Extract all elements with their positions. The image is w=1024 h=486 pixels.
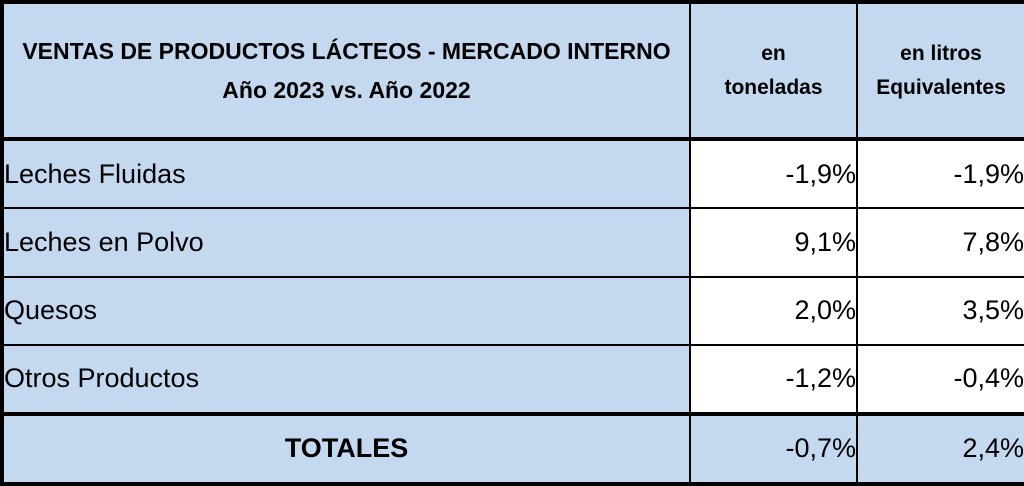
litros-value: -0,4% xyxy=(856,343,1024,415)
column-header-litros-line2: Equivalentes xyxy=(876,75,1006,99)
column-header-toneladas-line1: en xyxy=(761,42,786,66)
row-label: Quesos xyxy=(1,275,691,346)
table-row-leches-en-polvo: Leches en Polvo 9,1% 7,8% xyxy=(1,207,1024,278)
row-label: Leches Fluidas xyxy=(1,138,691,210)
table-row-leches-fluidas: Leches Fluidas -1,9% -1,9% xyxy=(1,138,1024,210)
row-label: Otros Productos xyxy=(1,343,691,415)
totals-row: TOTALES -0,7% 2,4% xyxy=(1,411,1024,486)
column-header-toneladas: en toneladas xyxy=(689,0,858,142)
toneladas-value: 2,0% xyxy=(689,275,858,346)
toneladas-value: 9,1% xyxy=(689,207,858,278)
header-row: VENTAS DE PRODUCTOS LÁCTEOS - MERCADO IN… xyxy=(1,0,1024,142)
column-header-litros: en litros Equivalentes xyxy=(856,0,1024,142)
toneladas-value: -1,9% xyxy=(689,138,858,210)
table-row-quesos: Quesos 2,0% 3,5% xyxy=(1,275,1024,346)
table-row-otros-productos: Otros Productos -1,2% -0,4% xyxy=(1,343,1024,415)
column-header-litros-line1: en litros xyxy=(900,42,982,66)
table-title-line2: Año 2023 vs. Año 2022 xyxy=(222,76,471,103)
totals-label: TOTALES xyxy=(1,411,691,486)
litros-value: 3,5% xyxy=(856,275,1024,346)
column-header-toneladas-line2: toneladas xyxy=(724,75,823,99)
toneladas-value: -1,2% xyxy=(689,343,858,415)
litros-value: -1,9% xyxy=(856,138,1024,210)
table-title: VENTAS DE PRODUCTOS LÁCTEOS - MERCADO IN… xyxy=(1,0,691,142)
totals-toneladas-value: -0,7% xyxy=(689,411,858,486)
litros-value: 7,8% xyxy=(856,207,1024,278)
row-label: Leches en Polvo xyxy=(1,207,691,278)
totals-litros-value: 2,4% xyxy=(856,411,1024,486)
table-title-line1: VENTAS DE PRODUCTOS LÁCTEOS - MERCADO IN… xyxy=(22,37,671,64)
